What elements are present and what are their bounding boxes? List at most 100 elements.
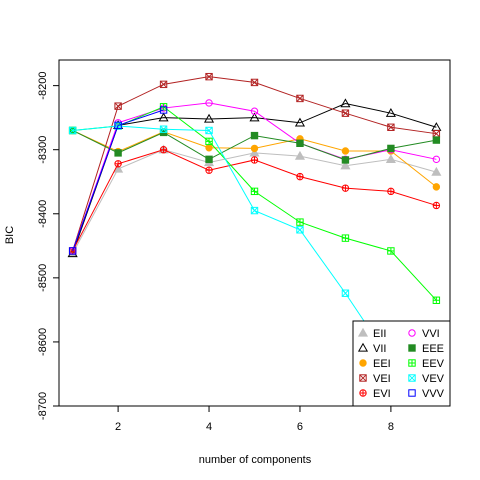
data-point-eii xyxy=(294,150,306,160)
data-point-evi xyxy=(432,201,441,210)
legend-label-eev: EEV xyxy=(422,358,445,370)
data-point-vev xyxy=(250,206,259,215)
legend-item-eei: EEI xyxy=(359,358,391,370)
data-point-vev xyxy=(159,125,168,133)
data-point-vei xyxy=(205,72,213,81)
series-line-vii xyxy=(72,103,437,254)
data-point-vvv xyxy=(159,106,168,114)
legend-label-vvv: VVV xyxy=(422,388,445,400)
legend-item-eev: EEV xyxy=(408,358,445,370)
data-point-evi xyxy=(341,184,350,192)
series-line-vvv xyxy=(72,109,164,252)
data-point-evi xyxy=(205,166,213,174)
y-tick-label: -8300 xyxy=(37,136,49,164)
data-point-vev xyxy=(296,226,304,234)
legend-label-eii: EII xyxy=(373,328,386,340)
data-point-vvv xyxy=(114,121,122,130)
legend-marker-eei xyxy=(359,359,367,367)
x-tick-label: 8 xyxy=(388,421,394,433)
legend-box xyxy=(352,320,451,407)
x-axis-label: number of components xyxy=(199,454,312,466)
data-point-vei xyxy=(296,94,304,103)
data-point-eei xyxy=(205,144,213,152)
data-point-eev xyxy=(296,218,304,226)
data-point-evi xyxy=(387,187,395,196)
legend-marker-vev xyxy=(408,374,416,382)
data-point-eev xyxy=(250,187,259,196)
legend-item-vei: VEI xyxy=(359,373,391,385)
legend-label-eee: EEE xyxy=(422,343,444,355)
data-point-eii xyxy=(385,154,396,163)
data-point-vii xyxy=(294,117,306,127)
plot-frame xyxy=(58,59,451,407)
legend-item-eee: EEE xyxy=(408,343,444,355)
legend-label-evi: EVI xyxy=(373,388,391,400)
data-point-vev xyxy=(341,289,350,297)
data-point-eii xyxy=(249,147,260,157)
y-tick-label: -8200 xyxy=(37,72,49,100)
legend-label-vvi: VVI xyxy=(422,328,440,340)
data-point-eee xyxy=(341,156,350,164)
data-point-vei xyxy=(159,80,168,89)
legend-marker-eii xyxy=(357,327,369,337)
legend-label-vev: VEV xyxy=(422,373,445,385)
legend-marker-evi xyxy=(359,389,367,397)
data-point-eei xyxy=(341,147,350,155)
data-point-vei xyxy=(387,123,395,131)
data-point-eei xyxy=(250,144,259,153)
legend-label-vii: VII xyxy=(373,343,386,355)
legend-item-evi: EVI xyxy=(359,388,391,400)
data-point-eii xyxy=(340,160,351,170)
data-point-vvi xyxy=(205,99,213,107)
legend-marker-vii xyxy=(357,342,369,352)
legend: EII VII EEI VEI EVI VVI EEE EEV VEV VVV xyxy=(352,320,451,407)
legend-item-vvv: VVV xyxy=(408,388,445,400)
y-tick-label: -8400 xyxy=(37,200,49,228)
series-line-vvi xyxy=(72,102,437,252)
data-point-eev xyxy=(205,137,213,146)
data-point-eev xyxy=(432,296,441,304)
data-point-vvi xyxy=(432,155,441,164)
data-point-eii xyxy=(431,166,442,176)
legend-item-vev: VEV xyxy=(408,373,445,385)
data-point-eei xyxy=(432,183,441,191)
data-point-eee xyxy=(250,131,259,140)
legend-item-eii: EII xyxy=(357,327,386,340)
y-axis-label: BIC xyxy=(4,226,16,244)
data-point-vii xyxy=(249,112,260,122)
data-point-eev xyxy=(387,247,395,255)
series-layer xyxy=(67,72,442,365)
legend-marker-vvi xyxy=(408,329,416,337)
data-point-vev xyxy=(68,126,77,135)
data-point-eee xyxy=(114,149,122,157)
x-tick-label: 2 xyxy=(115,421,121,433)
y-tick-label: -8600 xyxy=(37,328,49,356)
x-tick-label: 4 xyxy=(206,421,212,433)
data-point-vei xyxy=(114,102,122,110)
data-point-vei xyxy=(250,78,259,87)
data-point-eee xyxy=(432,136,441,144)
data-point-eee xyxy=(296,139,304,147)
data-point-evi xyxy=(296,172,304,181)
data-point-eev xyxy=(341,234,350,242)
legend-marker-eev xyxy=(408,359,416,367)
legend-label-eei: EEI xyxy=(373,358,391,370)
data-point-vii xyxy=(158,112,169,122)
legend-marker-vei xyxy=(359,374,367,382)
data-point-vvv xyxy=(68,247,77,255)
series-vvv xyxy=(68,106,168,255)
x-tick-label: 6 xyxy=(297,421,303,433)
y-tick-label: -8700 xyxy=(37,392,49,420)
data-point-vev xyxy=(205,126,213,135)
data-point-vii xyxy=(385,107,396,117)
legend-marker-vvv xyxy=(408,389,416,397)
legend-item-vii: VII xyxy=(357,342,386,355)
series-eev xyxy=(68,103,441,304)
data-point-evi xyxy=(159,146,168,154)
data-point-vii xyxy=(340,98,351,108)
series-eee xyxy=(68,126,441,164)
legend-marker-eee xyxy=(408,344,416,352)
y-tick-label: -8500 xyxy=(37,264,49,292)
